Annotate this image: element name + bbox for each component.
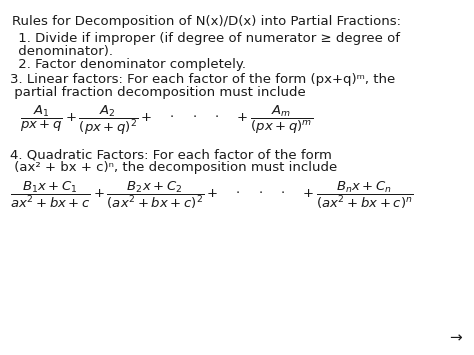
Text: (ax² + bx + c)ⁿ, the decomposition must include: (ax² + bx + c)ⁿ, the decomposition must … (10, 161, 337, 174)
Text: Rules for Decomposition of N(x)/D(x) into Partial Fractions:: Rules for Decomposition of N(x)/D(x) int… (12, 15, 401, 28)
Text: partial fraction decomposition must include: partial fraction decomposition must incl… (10, 86, 306, 99)
Text: 4. Quadratic Factors: For each factor of the form: 4. Quadratic Factors: For each factor of… (10, 148, 332, 161)
Text: $\dfrac{A_1}{px+q}+\dfrac{A_2}{\left(px+q\right)^2}+\quad\cdot\quad\cdot\quad\cd: $\dfrac{A_1}{px+q}+\dfrac{A_2}{\left(px+… (20, 104, 313, 137)
Text: 3. Linear factors: For each factor of the form (px+q)ᵐ, the: 3. Linear factors: For each factor of th… (10, 73, 395, 86)
Text: 2. Factor denominator completely.: 2. Factor denominator completely. (14, 58, 246, 71)
Text: 1. Divide if improper (if degree of numerator ≥ degree of: 1. Divide if improper (if degree of nume… (14, 32, 400, 45)
Text: denominator).: denominator). (14, 45, 113, 58)
Text: $\dfrac{B_1x+C_1}{ax^2+bx+c}+\dfrac{B_2x+C_2}{\left(ax^2+bx+c\right)^2}+\quad\cd: $\dfrac{B_1x+C_1}{ax^2+bx+c}+\dfrac{B_2x… (10, 180, 414, 212)
Text: →: → (449, 330, 462, 345)
